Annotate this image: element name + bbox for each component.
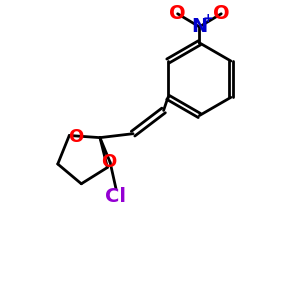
- Text: O: O: [68, 128, 83, 146]
- Text: Cl: Cl: [105, 187, 126, 206]
- Text: O: O: [213, 4, 230, 23]
- Text: O: O: [169, 4, 186, 23]
- Text: N: N: [191, 17, 208, 36]
- Text: +: +: [202, 12, 213, 25]
- Text: O: O: [101, 153, 116, 171]
